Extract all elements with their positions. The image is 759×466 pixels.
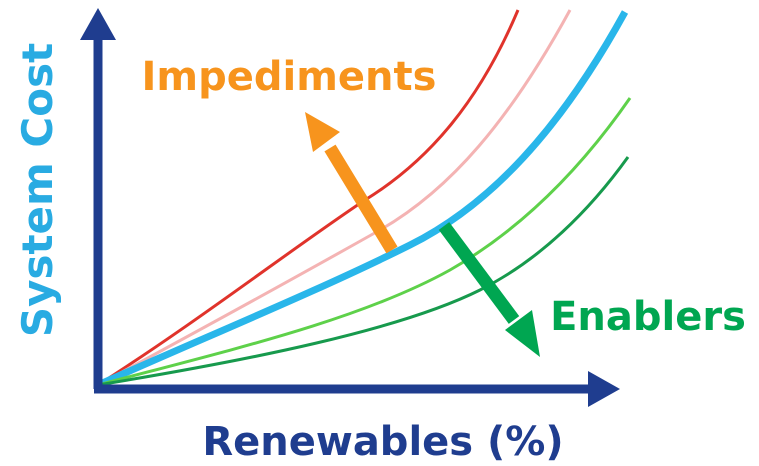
curve-light-green <box>97 97 632 387</box>
curve-blue-baseline <box>96 10 629 389</box>
impediments-arrow <box>305 112 398 254</box>
y-axis-label: System Cost <box>13 43 62 337</box>
y-axis <box>80 8 116 389</box>
enablers-arrow <box>438 222 540 357</box>
x-axis <box>94 371 620 407</box>
impediments-label: Impediments <box>142 54 437 100</box>
enablers-label: Enablers <box>550 294 746 340</box>
x-axis-label: Renewables (%) <box>202 419 563 465</box>
curve-dark-green <box>97 156 630 387</box>
